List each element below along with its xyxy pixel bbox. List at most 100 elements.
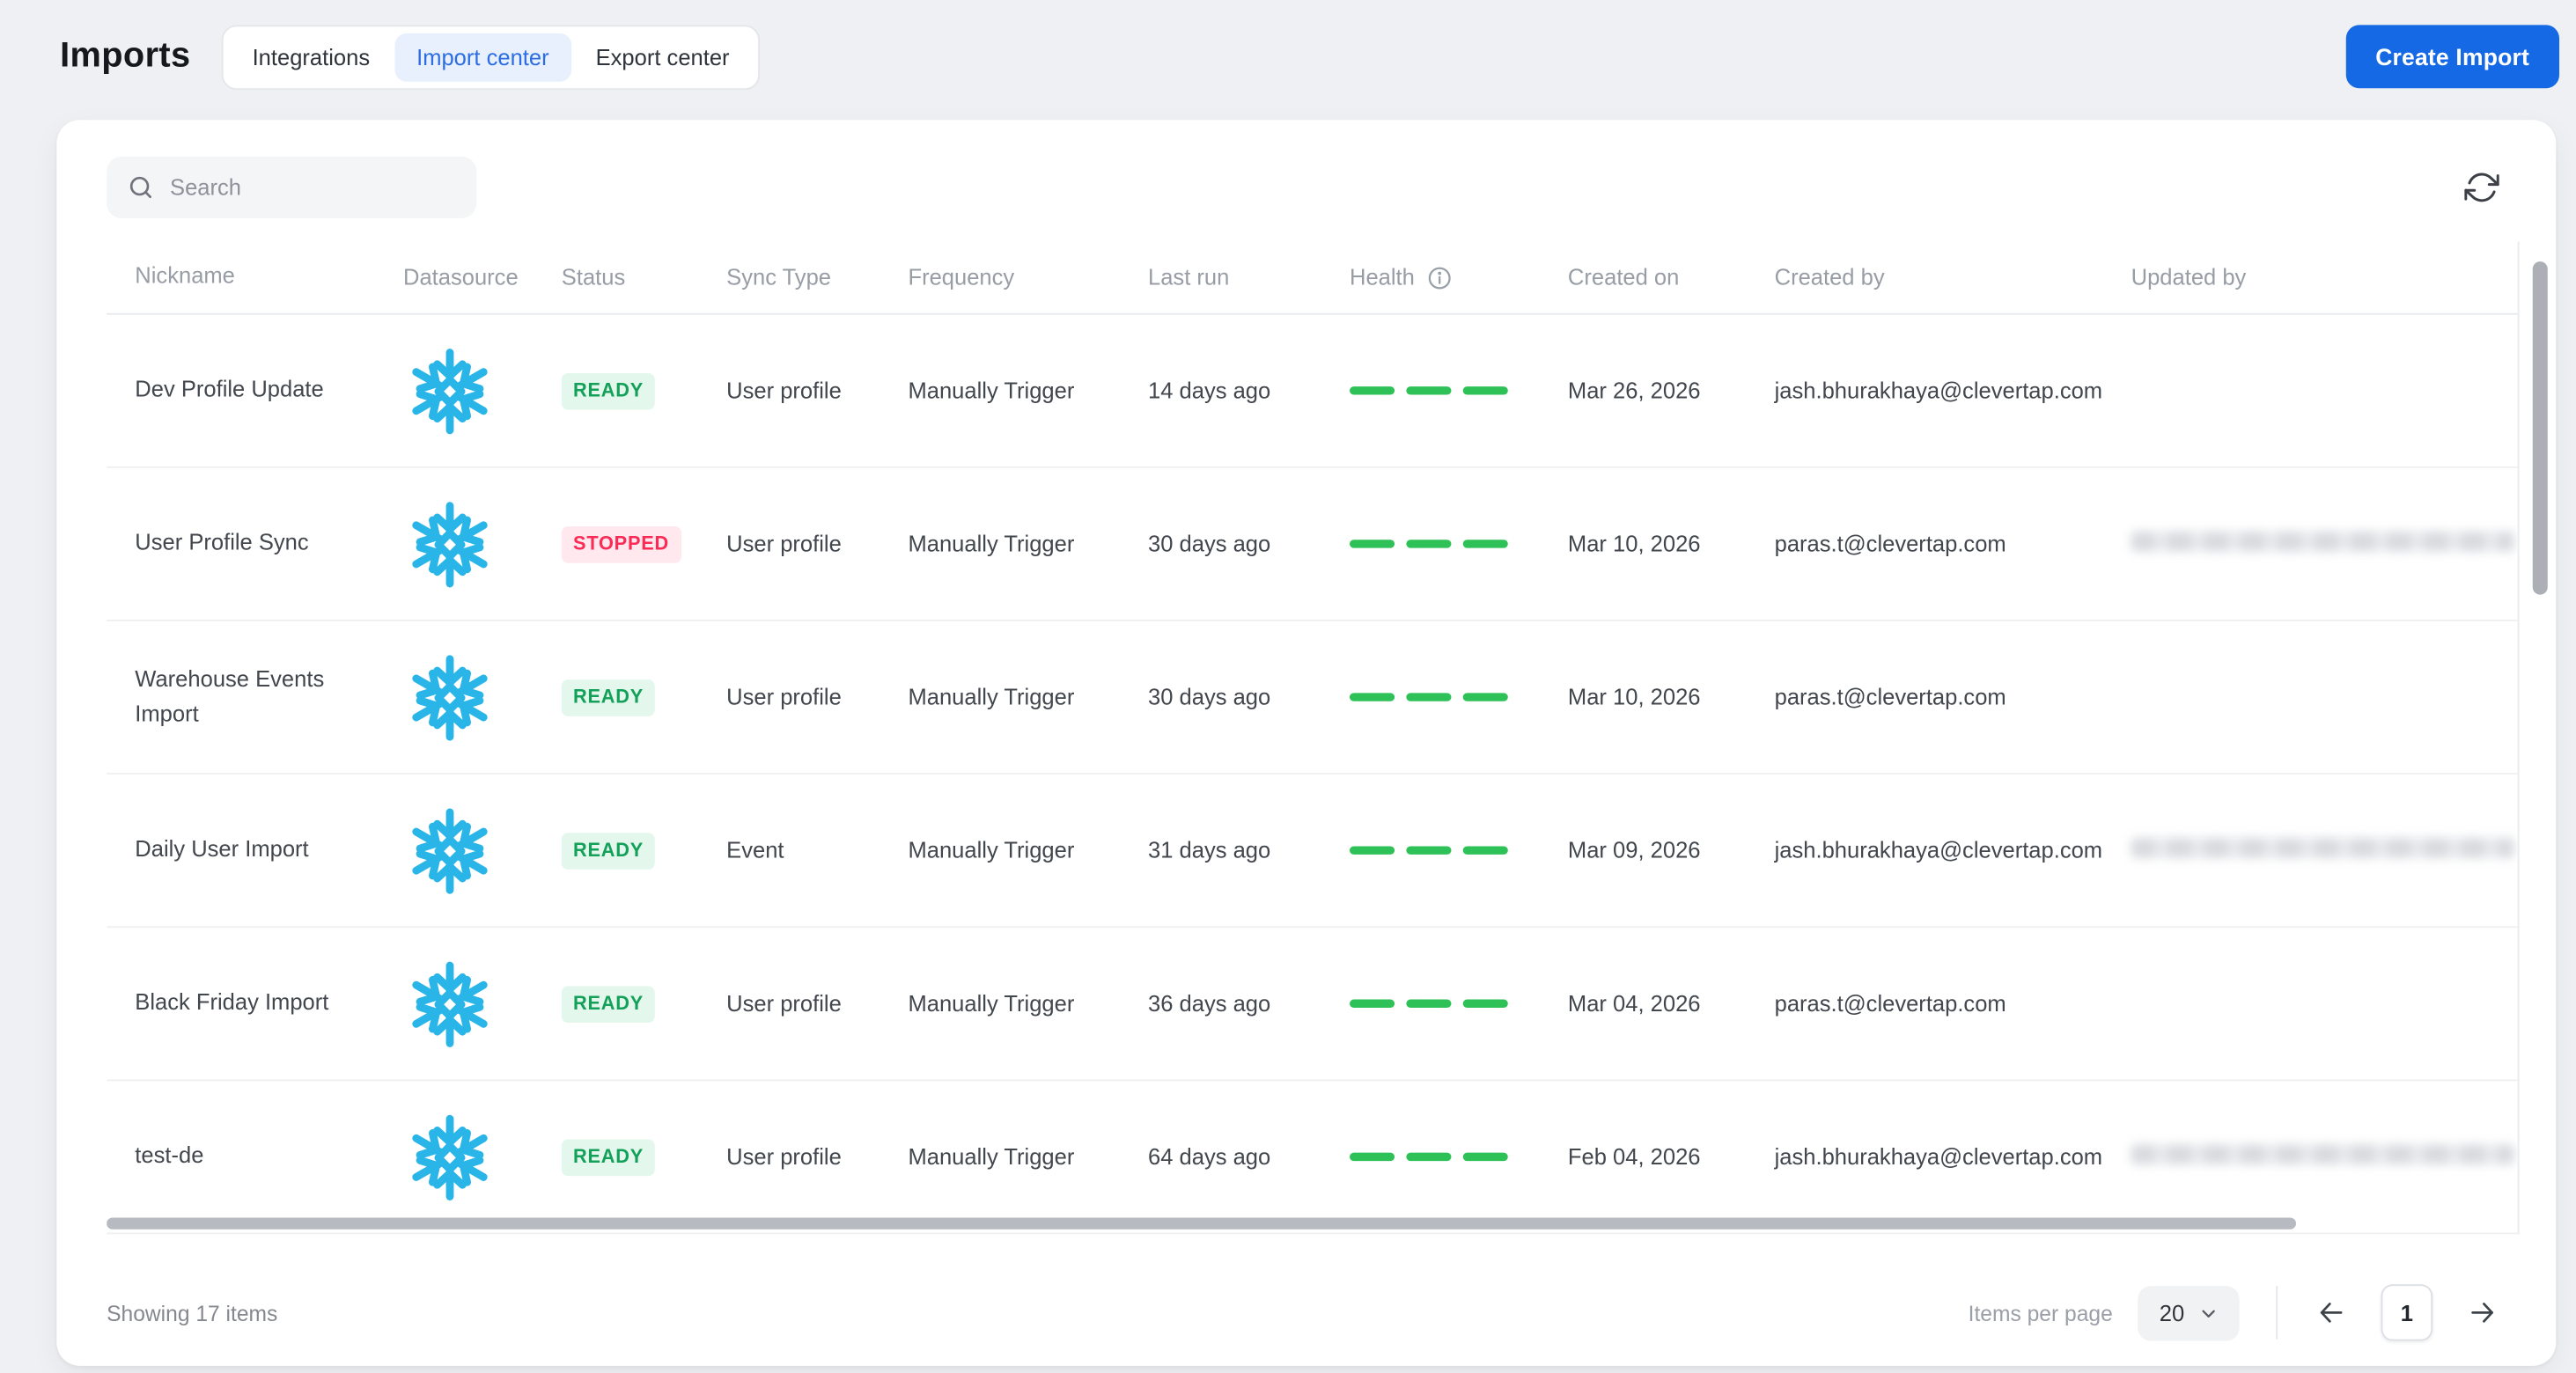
created-on: Feb 04, 2026: [1567, 1144, 1701, 1170]
last-run: 31 days ago: [1148, 837, 1271, 863]
table-row[interactable]: User Profile Sync STOPPED User profi: [107, 468, 2518, 621]
column-header-sync-type: Sync Type: [726, 264, 832, 290]
vertical-scrollbar[interactable]: [2532, 261, 2548, 595]
tab-export-center[interactable]: Export center: [574, 33, 751, 81]
next-page-button[interactable]: [2453, 1282, 2513, 1342]
table-row[interactable]: Black Friday Import READY User profi: [107, 928, 2518, 1082]
created-on: Mar 26, 2026: [1567, 378, 1701, 404]
table-header-row: Nickname Datasource Status Sync Type Fre…: [107, 241, 2518, 315]
created-on: Mar 10, 2026: [1567, 531, 1701, 557]
column-header-health: Health: [1350, 264, 1568, 290]
search-input[interactable]: [107, 155, 477, 217]
column-header-last-run: Last run: [1148, 264, 1230, 290]
column-header-nickname: Nickname: [135, 263, 235, 290]
table-row[interactable]: Dev Profile Update READY User profil: [107, 315, 2518, 468]
horizontal-scrollbar[interactable]: [107, 1217, 2297, 1230]
health-indicator: [1350, 846, 1508, 855]
sync-icon[interactable]: [2449, 155, 2513, 218]
import-nickname: Warehouse Events Import: [135, 666, 325, 726]
current-page-indicator[interactable]: 1: [2381, 1284, 2433, 1341]
sync-type: User profile: [726, 991, 842, 1017]
create-import-button[interactable]: Create Import: [2345, 25, 2560, 89]
column-header-frequency: Frequency: [908, 264, 1015, 290]
top-bar: Imports Integrations Import center Expor…: [0, 0, 2576, 114]
imports-card: Nickname Datasource Status Sync Type Fre…: [56, 120, 2557, 1367]
created-on: Mar 09, 2026: [1567, 837, 1701, 863]
imports-table: Nickname Datasource Status Sync Type Fre…: [56, 241, 2556, 1235]
snowflake-icon: [403, 1110, 562, 1203]
import-nickname: Daily User Import: [135, 836, 309, 863]
sync-type: User profile: [726, 378, 842, 404]
table-row[interactable]: Warehouse Events Import READY User p: [107, 621, 2518, 775]
search-box: [107, 155, 477, 217]
snowflake-icon: [403, 344, 562, 437]
updated-by-redacted: [2131, 837, 2514, 858]
sync-type: User profile: [726, 1144, 842, 1170]
column-header-health-label: Health: [1350, 264, 1415, 290]
frequency: Manually Trigger: [908, 991, 1075, 1017]
status-badge: READY: [561, 832, 656, 869]
frequency: Manually Trigger: [908, 1144, 1075, 1170]
snowflake-icon: [403, 804, 562, 897]
table-footer: Showing 17 items Items per page 20 1: [56, 1234, 2556, 1367]
showing-count: Showing 17 items: [107, 1300, 278, 1325]
health-indicator: [1350, 693, 1508, 701]
import-nickname: Dev Profile Update: [135, 377, 324, 402]
frequency: Manually Trigger: [908, 837, 1075, 863]
column-header-status: Status: [561, 264, 626, 290]
created-on: Mar 10, 2026: [1567, 684, 1701, 710]
table-row[interactable]: Daily User Import READY Event Ma: [107, 775, 2518, 929]
status-badge: READY: [561, 371, 656, 409]
last-run: 36 days ago: [1148, 991, 1271, 1017]
last-run: 14 days ago: [1148, 378, 1271, 404]
created-by: jash.bhurakhaya@clevertap.com: [1774, 837, 2103, 863]
tab-integrations[interactable]: Integrations: [231, 33, 392, 81]
footer-divider: [2276, 1286, 2278, 1340]
column-header-created-on: Created on: [1567, 264, 1680, 290]
health-indicator: [1350, 1152, 1508, 1162]
status-badge: READY: [561, 985, 656, 1023]
sync-type: User profile: [726, 684, 842, 710]
arrow-right-icon: [2471, 1303, 2493, 1323]
frequency: Manually Trigger: [908, 684, 1075, 710]
card-toolbar: [56, 120, 2556, 241]
created-by: jash.bhurakhaya@clevertap.com: [1774, 1144, 2103, 1170]
snowflake-icon: [403, 650, 562, 744]
import-nickname: User Profile Sync: [135, 530, 309, 555]
sync-type: User profile: [726, 531, 842, 557]
status-badge: STOPPED: [561, 525, 681, 562]
items-per-page-value: 20: [2159, 1300, 2185, 1325]
last-run: 64 days ago: [1148, 1144, 1271, 1170]
column-header-updated-by: Updated by: [2131, 264, 2247, 290]
items-per-page-select[interactable]: 20: [2138, 1285, 2240, 1340]
health-indicator: [1350, 540, 1508, 548]
chevron-down-icon: [2202, 1309, 2215, 1317]
snowflake-icon: [403, 957, 562, 1050]
last-run: 30 days ago: [1148, 531, 1271, 557]
created-by: paras.t@clevertap.com: [1774, 991, 2006, 1017]
status-badge: READY: [561, 679, 656, 716]
table-row[interactable]: test-de READY User profile Manua: [107, 1081, 2518, 1235]
table-body: Dev Profile Update READY User profil: [107, 315, 2518, 1235]
updated-by-redacted: [2131, 531, 2514, 552]
info-icon[interactable]: [1426, 264, 1453, 290]
created-by: paras.t@clevertap.com: [1774, 684, 2006, 710]
tab-group: Integrations Import center Export center: [222, 24, 760, 90]
created-by: paras.t@clevertap.com: [1774, 531, 2006, 557]
column-header-datasource: Datasource: [403, 264, 519, 290]
health-indicator: [1350, 999, 1508, 1009]
health-indicator: [1350, 386, 1508, 395]
tab-import-center[interactable]: Import center: [394, 32, 571, 81]
arrow-left-icon: [2320, 1303, 2343, 1323]
snowflake-icon: [403, 497, 562, 591]
status-badge: READY: [561, 1138, 656, 1176]
created-by: jash.bhurakhaya@clevertap.com: [1774, 378, 2103, 404]
import-nickname: Black Friday Import: [135, 989, 329, 1016]
frequency: Manually Trigger: [908, 531, 1075, 557]
previous-page-button[interactable]: [2301, 1282, 2361, 1342]
created-on: Mar 04, 2026: [1567, 991, 1701, 1017]
page-title: Imports: [60, 36, 191, 76]
import-nickname: test-de: [135, 1143, 204, 1169]
frequency: Manually Trigger: [908, 378, 1075, 404]
